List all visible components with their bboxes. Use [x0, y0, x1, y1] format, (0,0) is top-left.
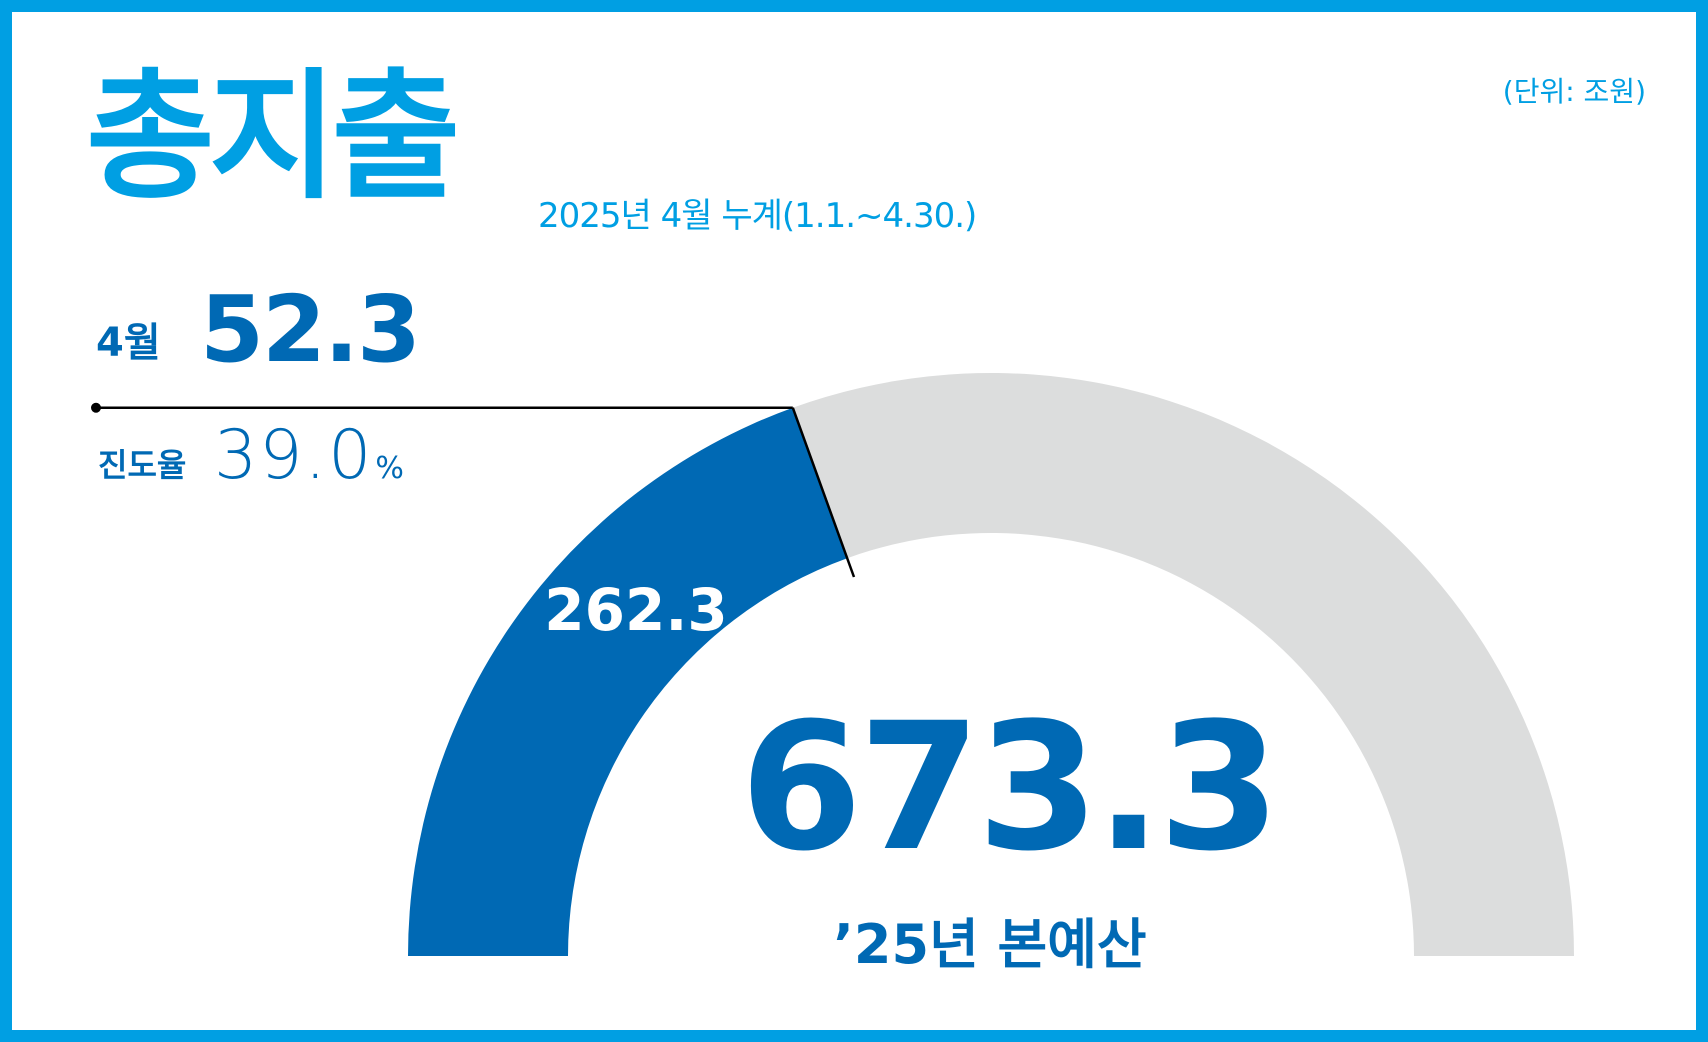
unit-label: (단위: 조원) — [1502, 75, 1646, 108]
page-title: 총지출 — [86, 56, 460, 219]
gauge-filled-arc — [408, 407, 848, 957]
month-value: 52.3 — [200, 276, 421, 383]
leader-dot — [91, 402, 101, 413]
month-label: 4월 — [96, 320, 161, 366]
cumulative-value-label: 262.3 — [544, 576, 727, 644]
progress-rate-value: 39.0% — [214, 416, 406, 495]
period-label: 2025년 4월 누계(1.1.~4.30.) — [538, 196, 977, 236]
progress-rate-unit: % — [375, 451, 406, 486]
progress-rate-number: 39.0 — [214, 416, 374, 495]
budget-label: ’25년 본예산 — [833, 913, 1147, 976]
gauge-remaining-arc — [792, 372, 1574, 956]
progress-rate-label: 진도율 — [98, 446, 187, 484]
budget-value: 673.3 — [740, 685, 1281, 890]
progress-tick-line — [791, 407, 856, 578]
